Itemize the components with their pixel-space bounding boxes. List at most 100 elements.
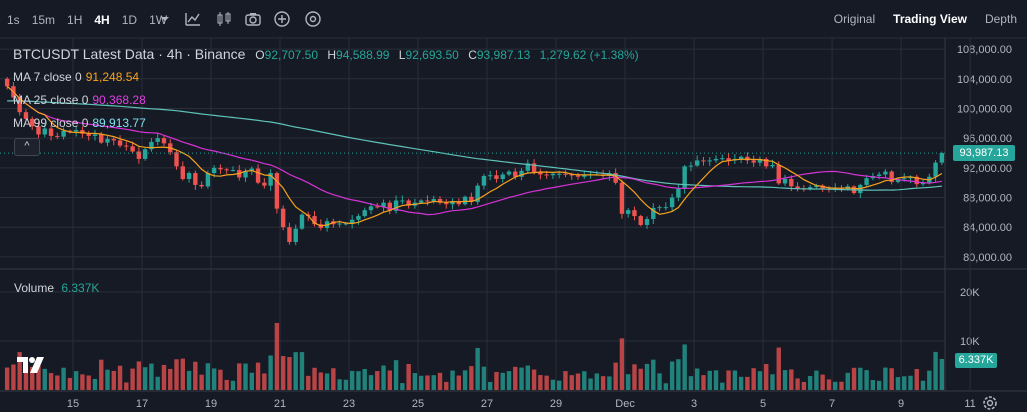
candle-down bbox=[751, 160, 756, 163]
volume-bar bbox=[456, 375, 462, 390]
interval-1w[interactable]: 1W bbox=[149, 13, 168, 27]
volume-bar bbox=[676, 359, 681, 390]
volume-bar bbox=[657, 373, 662, 390]
price-tick-label: 88,000.00 bbox=[963, 193, 1012, 205]
ma25-value: 90,368.28 bbox=[92, 93, 146, 107]
tradingview-logo-icon bbox=[17, 357, 44, 373]
candle-up bbox=[418, 200, 424, 203]
candle-down bbox=[444, 202, 449, 205]
volume-bar bbox=[55, 375, 60, 390]
volume-bar bbox=[764, 364, 769, 390]
volume-bar bbox=[626, 374, 631, 390]
volume-bar bbox=[883, 367, 888, 390]
price-tick-label: 100,000.00 bbox=[957, 103, 1012, 115]
candle-up bbox=[782, 178, 788, 184]
candle-up bbox=[738, 156, 744, 159]
candle-up bbox=[519, 170, 524, 177]
change-value: 1,279.62 (+1.38%) bbox=[539, 48, 639, 62]
volume-bar bbox=[23, 364, 29, 390]
volume-bar bbox=[782, 370, 788, 390]
volume-bar bbox=[669, 361, 675, 390]
candle-type-icon[interactable] bbox=[215, 10, 233, 28]
volume-bar bbox=[619, 338, 625, 390]
volume-bar bbox=[80, 374, 85, 390]
candle-down bbox=[889, 171, 894, 182]
indicators-icon[interactable] bbox=[184, 10, 202, 28]
add-circle-icon[interactable] bbox=[273, 10, 291, 28]
volume-bar bbox=[607, 376, 612, 390]
volume-bar bbox=[732, 370, 738, 390]
candle-up bbox=[243, 170, 248, 178]
volume-bar bbox=[149, 363, 154, 390]
volume-bar bbox=[569, 375, 574, 390]
candle-up bbox=[481, 176, 487, 186]
candle-up bbox=[713, 158, 719, 161]
gear-icon[interactable] bbox=[981, 394, 999, 412]
volume-bar bbox=[544, 375, 549, 390]
ma25-label: MA 25 close 0 bbox=[13, 93, 89, 107]
volume-bar bbox=[268, 355, 273, 390]
candle-down bbox=[569, 174, 574, 176]
candle-down bbox=[538, 172, 543, 175]
interval-1s[interactable]: 1s bbox=[7, 13, 20, 27]
volume-bar bbox=[506, 371, 512, 390]
candle-down bbox=[199, 184, 204, 187]
interval-4h[interactable]: 4H bbox=[94, 13, 110, 27]
volume-bar bbox=[356, 371, 361, 390]
volume-bar bbox=[387, 370, 393, 390]
candle-up bbox=[462, 196, 468, 205]
candle-up bbox=[293, 228, 298, 243]
tab-trading-view[interactable]: Trading View bbox=[893, 12, 967, 26]
time-tick-label: 15 bbox=[67, 398, 79, 410]
candle-up bbox=[525, 163, 531, 171]
volume-bar bbox=[594, 373, 600, 390]
toolbar: 1s 15m 1H 4H 1D 1W Original Trading View Depth bbox=[0, 0, 1027, 38]
volume-bar bbox=[927, 370, 932, 390]
candle-up bbox=[695, 160, 700, 166]
volume-bar bbox=[425, 375, 430, 390]
candle-down bbox=[789, 178, 794, 187]
volume-bar bbox=[864, 370, 869, 390]
interval-1h[interactable]: 1H bbox=[67, 13, 83, 27]
volume-bar bbox=[682, 344, 687, 390]
volume-bar bbox=[563, 371, 568, 390]
volume-bar bbox=[820, 374, 825, 390]
chevron-down-icon[interactable] bbox=[156, 10, 174, 28]
volume-bar bbox=[337, 379, 342, 390]
candle-up bbox=[682, 166, 687, 189]
volume-bar bbox=[575, 373, 581, 390]
candle-up bbox=[770, 164, 775, 167]
volume-bar bbox=[193, 361, 198, 390]
tab-depth[interactable]: Depth bbox=[984, 12, 1017, 26]
candle-up bbox=[939, 153, 945, 163]
volume-bar bbox=[538, 375, 543, 390]
candle-down bbox=[4, 78, 10, 87]
camera-icon[interactable] bbox=[244, 10, 262, 28]
interval-1d[interactable]: 1D bbox=[121, 13, 138, 27]
volume-bar bbox=[651, 359, 656, 390]
volume-bar bbox=[745, 376, 750, 390]
candle-up bbox=[582, 175, 587, 177]
candle-up bbox=[883, 171, 888, 175]
volume-bar bbox=[180, 358, 185, 390]
candle-up bbox=[506, 171, 512, 175]
price-tick-label: 92,000.00 bbox=[963, 163, 1012, 175]
volume-bar bbox=[168, 368, 173, 390]
volume-bar bbox=[902, 376, 907, 390]
legend-collapse-button[interactable]: ^ bbox=[14, 138, 40, 156]
volume-bar bbox=[142, 367, 148, 390]
volume-bar bbox=[343, 379, 349, 390]
candle-down bbox=[262, 182, 267, 186]
volume-bar bbox=[237, 363, 242, 390]
volume-bar bbox=[613, 362, 618, 390]
candle-up bbox=[475, 185, 480, 202]
ma25-line bbox=[6, 85, 942, 216]
tab-original[interactable]: Original bbox=[833, 12, 876, 26]
candle-down bbox=[425, 200, 430, 202]
candle-down bbox=[111, 138, 116, 141]
settings-circle-icon[interactable] bbox=[304, 10, 322, 28]
candle-down bbox=[387, 202, 393, 211]
volume-bar bbox=[211, 368, 217, 390]
interval-15m[interactable]: 15m bbox=[31, 13, 56, 27]
